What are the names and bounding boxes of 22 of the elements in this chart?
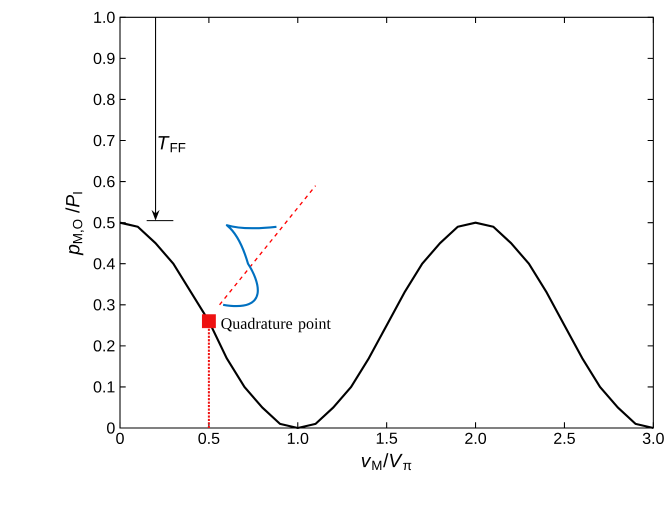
x-tick-label: 0.5 [198, 432, 220, 444]
annotation: T$_{FF}$ [158, 136, 186, 152]
x-tick-label: 1.0 [288, 432, 308, 444]
y-tick-label: 0 [107, 422, 115, 434]
y-tick-label: 1.0 [94, 12, 115, 23]
y-tick-label: 0.4 [94, 258, 115, 270]
y-tick-label: 0.8 [94, 94, 115, 106]
y-tick-label: 0.6 [94, 176, 115, 188]
y-tick-label: 0.3 [94, 299, 115, 310]
y-tick-label: 0.7 [94, 134, 114, 146]
y-tick-label: 0.1 [94, 381, 115, 393]
x-tick-label: 1.5 [376, 432, 398, 444]
annotation: Quadrature point [221, 318, 331, 332]
y-tick-label: 0.9 [94, 52, 115, 64]
x-tick-label: 2.0 [465, 432, 486, 444]
y-tick-label: 0.2 [94, 340, 114, 352]
x-tick-label: 0 [116, 432, 124, 444]
y-axis-title: p$_{M,O}$ /P$_{I}$ [65, 192, 84, 256]
x-tick-label: 3.0 [642, 432, 664, 444]
x-tick-label: 2.5 [554, 432, 575, 444]
x-axis-title: v$_{M}$/V$_{π}$ [362, 453, 412, 470]
y-tick-label: 0.5 [94, 216, 115, 228]
